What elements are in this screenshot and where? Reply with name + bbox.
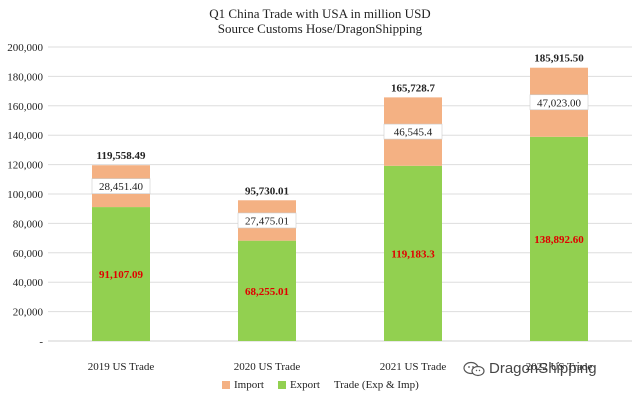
data-label-total: 119,558.49 <box>97 150 146 162</box>
data-label-import: 47,023.00 <box>537 97 582 109</box>
y-tick-label: 180,000 <box>7 71 43 83</box>
data-label-export: 68,255.01 <box>245 286 289 298</box>
y-tick-label: 140,000 <box>7 130 43 142</box>
y-tick-label: 40,000 <box>13 277 44 289</box>
y-tick-label: 20,000 <box>13 307 44 319</box>
data-label-export: 91,107.09 <box>99 269 144 281</box>
bar-export <box>530 136 588 341</box>
y-tick-label: 200,000 <box>7 42 43 54</box>
y-tick-label: 120,000 <box>7 160 43 172</box>
y-tick-label: 100,000 <box>7 189 43 201</box>
data-label-import-box <box>529 94 589 111</box>
chart-legend: Import Export Trade (Exp & Imp) <box>222 379 419 391</box>
legend-label-import: Import <box>234 379 264 391</box>
legend-swatch-import <box>222 381 230 389</box>
data-label-import-box <box>237 212 297 229</box>
y-tick-label: 160,000 <box>7 101 43 113</box>
y-tick-label: 60,000 <box>13 248 44 260</box>
x-tick-label: 2022 US Trade <box>526 361 593 373</box>
legend-item-export: Export <box>277 379 320 391</box>
watermark-text: DragonShipping <box>489 360 597 377</box>
bar-export <box>92 207 150 341</box>
legend-item-import: Import <box>222 379 264 391</box>
data-label-export: 119,183.3 <box>391 248 435 260</box>
data-label-import: 27,475.01 <box>245 215 289 227</box>
data-label-total: 95,730.01 <box>245 185 289 197</box>
y-tick-label: - <box>39 336 43 348</box>
watermark: DragonShipping <box>463 360 597 377</box>
wechat-icon <box>463 361 485 376</box>
data-label-total: 185,915.50 <box>534 53 584 65</box>
legend-label-total: Trade (Exp & Imp) <box>333 379 419 391</box>
x-tick-label: 2021 US Trade <box>380 361 447 373</box>
data-label-export: 138,892.60 <box>534 234 584 246</box>
x-tick-label: 2020 US Trade <box>234 361 301 373</box>
x-tick-label: 2019 US Trade <box>88 361 155 373</box>
bar-export <box>384 165 442 341</box>
chart-subtitle: Source Customs Hose/DragonShipping <box>217 21 423 36</box>
data-label-import-box <box>383 123 443 140</box>
data-label-import: 28,451.40 <box>99 181 144 193</box>
y-tick-label: 80,000 <box>13 218 44 230</box>
legend-item-total: Trade (Exp & Imp) <box>334 379 419 391</box>
legend-label-export: Export <box>289 379 320 391</box>
bar-export <box>238 240 296 341</box>
data-label-import-box <box>91 178 151 194</box>
chart-title: Q1 China Trade with USA in million USD <box>209 6 431 21</box>
legend-swatch-export <box>277 381 286 389</box>
data-label-total: 165,728.7 <box>391 82 436 94</box>
data-label-import: 46,545.4 <box>394 127 433 139</box>
